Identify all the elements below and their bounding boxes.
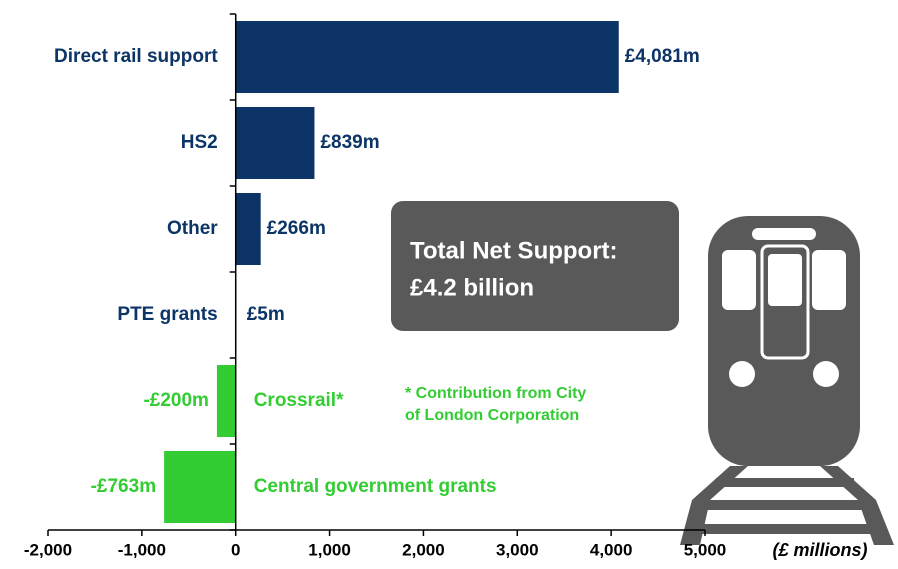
summary-text: £4.2 billion <box>410 274 534 301</box>
sleeper <box>696 524 882 534</box>
category-label: Other <box>167 218 218 239</box>
train-light <box>752 228 816 240</box>
category-label: PTE grants <box>117 304 217 325</box>
summary-box <box>391 201 679 331</box>
train-window <box>768 254 802 306</box>
train-icon <box>680 216 894 545</box>
value-label: £4,081m <box>625 46 700 67</box>
sleeper <box>704 500 866 510</box>
train-window <box>722 250 756 310</box>
x-tick-label: 2,000 <box>402 540 445 559</box>
x-tick-label: 5,000 <box>684 540 727 559</box>
train-lamp <box>729 361 755 387</box>
rail <box>680 500 710 545</box>
value-label: £839m <box>320 132 379 153</box>
x-tick-label: 3,000 <box>496 540 539 559</box>
x-axis-label: (£ millions) <box>772 540 867 560</box>
bar <box>216 365 236 437</box>
sleeper <box>716 478 854 487</box>
value-label: -£763m <box>91 476 157 497</box>
value-label: -£200m <box>143 390 209 411</box>
rail <box>858 500 894 545</box>
value-label: £266m <box>267 218 326 239</box>
train-window <box>812 250 846 310</box>
train-door <box>760 244 810 360</box>
bar <box>235 193 261 265</box>
x-tick-label: 4,000 <box>590 540 633 559</box>
x-tick-label: 1,000 <box>308 540 351 559</box>
category-label: Direct rail support <box>54 46 218 67</box>
value-label: £5m <box>247 304 285 325</box>
summary-text: Total Net Support: <box>410 237 618 264</box>
train-lamp <box>813 361 839 387</box>
x-tick-label: -2,000 <box>24 540 72 559</box>
category-label: Central government grants <box>254 476 497 497</box>
note-text: of London Corporation <box>405 407 579 424</box>
x-tick-label: 0 <box>231 540 240 559</box>
x-tick-label: -1,000 <box>118 540 166 559</box>
bar <box>235 107 315 179</box>
bar <box>235 21 619 93</box>
category-label: HS2 <box>181 132 218 153</box>
category-label: Crossrail* <box>254 390 344 411</box>
note-text: * Contribution from City <box>405 385 586 402</box>
bar <box>164 451 236 523</box>
